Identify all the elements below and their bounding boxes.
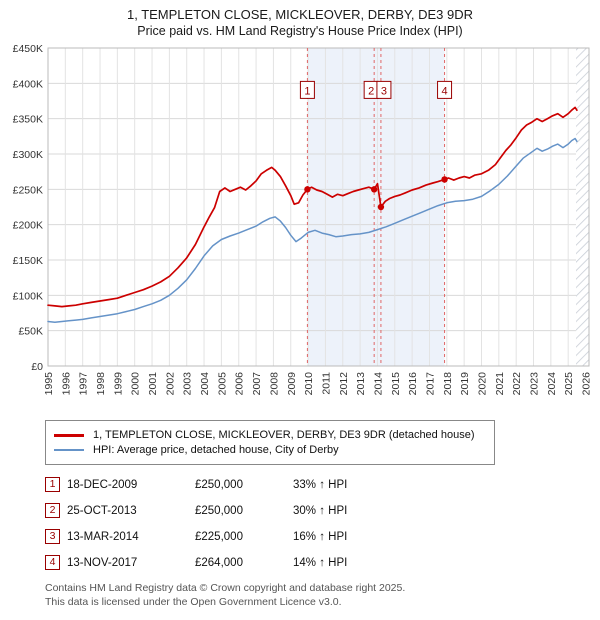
sale-price: £225,000 [195,530,243,543]
property-line-sample-icon [54,433,84,437]
svg-text:2023: 2023 [529,372,541,396]
sales-table: 1 18-DEC-2009 £250,000 33% ↑ HPI 2 25-OC… [45,477,600,570]
svg-text:2007: 2007 [251,372,263,396]
legend-label-hpi: HPI: Average price, detached house, City… [93,444,339,456]
footer-line-1: Contains HM Land Registry data © Crown c… [45,582,406,594]
svg-text:1996: 1996 [60,372,72,396]
legend-item-property: 1, TEMPLETON CLOSE, MICKLEOVER, DERBY, D… [54,429,486,441]
svg-text:2008: 2008 [268,372,280,396]
svg-text:£200K: £200K [13,220,43,232]
license-footer: Contains HM Land Registry data © Crown c… [45,581,600,609]
svg-text:2013: 2013 [355,372,367,396]
svg-text:2016: 2016 [407,372,419,396]
sale-hpi-delta: 14% ↑ HPI [293,556,348,569]
svg-text:1: 1 [304,85,310,97]
legend: 1, TEMPLETON CLOSE, MICKLEOVER, DERBY, D… [45,420,495,465]
svg-text:2025: 2025 [563,372,575,396]
legend-label-property: 1, TEMPLETON CLOSE, MICKLEOVER, DERBY, D… [93,429,475,441]
price-chart-svg: £0 £50K £100K £150K £200K £250K £300K £350K £400… [13,43,593,396]
svg-text:2018: 2018 [442,372,454,396]
sale-number-badge: 2 [45,503,60,518]
hpi-line-sample-icon [54,449,84,451]
svg-text:£50K: £50K [18,326,43,338]
svg-text:£250K: £250K [13,184,43,196]
svg-text:2017: 2017 [424,372,436,396]
svg-text:2019: 2019 [459,372,471,396]
page-title: 1, TEMPLETON CLOSE, MICKLEOVER, DERBY, D… [126,7,474,22]
sale-date: 18-DEC-2009 [67,478,138,491]
svg-text:2010: 2010 [303,372,315,396]
sale-price: £250,000 [195,478,243,491]
sale-number-badge: 4 [45,555,60,570]
footer-line-2: This data is licensed under the Open Gov… [45,596,342,609]
sale-number-badge: 1 [45,477,60,492]
svg-text:2001: 2001 [147,372,159,396]
svg-text:3: 3 [381,85,387,97]
svg-text:£400K: £400K [13,78,43,90]
sale-price: £264,000 [195,556,243,569]
svg-text:£350K: £350K [13,114,43,126]
svg-text:2: 2 [368,85,374,97]
svg-text:2000: 2000 [130,372,142,396]
sale-hpi-delta: 33% ↑ HPI [293,478,348,491]
svg-text:2003: 2003 [182,372,194,396]
sale-number-badge: 3 [45,529,60,544]
legend-item-hpi: HPI: Average price, detached house, City… [54,444,486,456]
svg-text:2006: 2006 [234,372,246,396]
svg-text:£100K: £100K [13,290,43,302]
svg-text:2011: 2011 [320,372,332,395]
svg-text:2021: 2021 [494,372,506,396]
svg-text:2009: 2009 [286,372,298,396]
svg-text:£300K: £300K [13,149,43,161]
svg-text:1995: 1995 [43,372,55,396]
svg-text:2004: 2004 [199,372,211,396]
svg-text:4: 4 [441,85,447,97]
svg-text:2012: 2012 [338,372,350,396]
table-row: 4 13-NOV-2017 £264,000 14% ↑ HPI [45,555,600,570]
svg-text:2015: 2015 [390,372,402,396]
svg-text:2022: 2022 [511,372,523,396]
price-chart: £0 £50K £100K £150K £200K £250K £300K £350K £400… [0,40,600,414]
svg-text:2014: 2014 [372,372,384,396]
page-subtitle: Price paid vs. HM Land Registry's House … [137,24,463,38]
sale-date: 13-MAR-2014 [67,530,139,543]
svg-text:2026: 2026 [581,372,593,396]
table-row: 2 25-OCT-2013 £250,000 30% ↑ HPI [45,503,600,518]
svg-text:£450K: £450K [13,43,43,55]
svg-text:2005: 2005 [216,372,228,396]
svg-text:£0: £0 [31,361,43,373]
svg-text:1997: 1997 [78,372,90,396]
svg-text:2002: 2002 [164,372,176,396]
svg-text:2024: 2024 [546,372,558,396]
sale-date: 25-OCT-2013 [67,504,137,517]
svg-text:1999: 1999 [112,372,124,396]
sale-hpi-delta: 30% ↑ HPI [293,504,348,517]
table-row: 3 13-MAR-2014 £225,000 16% ↑ HPI [45,529,600,544]
svg-text:2020: 2020 [476,372,488,396]
sale-hpi-delta: 16% ↑ HPI [293,530,348,543]
table-row: 1 18-DEC-2009 £250,000 33% ↑ HPI [45,477,600,492]
sale-price: £250,000 [195,504,243,517]
svg-text:1998: 1998 [95,372,107,396]
sale-date: 13-NOV-2017 [67,556,138,569]
svg-text:£150K: £150K [13,255,43,267]
